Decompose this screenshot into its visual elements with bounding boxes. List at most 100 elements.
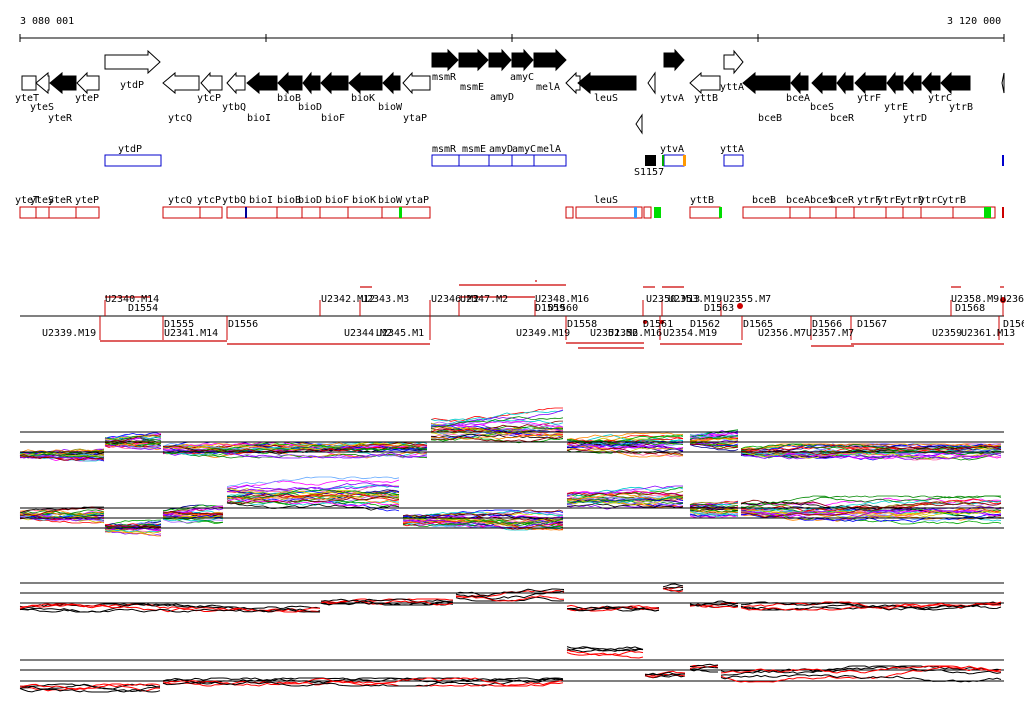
expression-trace [19, 488, 1002, 529]
gene-label: ytcQ [168, 113, 192, 124]
feature-box-yte[interactable] [19, 206, 100, 219]
gene-label: ytcP [197, 93, 221, 104]
shift-label: D1569 [1003, 319, 1024, 330]
gene-label: amyD [490, 92, 514, 103]
shift-label: U2352.M16 [608, 328, 662, 339]
shift-label: U2357.M7 [806, 328, 854, 339]
gene-arrow-bceA[interactable] [790, 71, 809, 95]
expression-trace [19, 648, 1002, 693]
feature-box-leuS-small[interactable] [643, 206, 652, 219]
terminator-yttB [719, 207, 722, 218]
shift-label: D1554 [128, 303, 158, 314]
gene-label: amyC [510, 72, 534, 83]
gene-label: bioK [351, 93, 375, 104]
gene-arrow-leuS-term[interactable] [635, 113, 643, 135]
gene-arrow-ytvA-rev[interactable] [647, 71, 656, 95]
feature-label: ytbQ [222, 195, 246, 206]
gene-label: bceR [830, 113, 855, 124]
terminator-bio [399, 207, 402, 218]
gene-arrow-bceR[interactable] [836, 71, 854, 95]
shift-label: U2360 [1000, 294, 1024, 305]
gene-arrow-bceS[interactable] [811, 71, 837, 95]
gene-label: ytrB [949, 102, 973, 113]
gene-label: msmR [432, 72, 457, 83]
feature-label: bceB [752, 195, 776, 206]
feature-box-bce[interactable] [742, 206, 996, 219]
gene-arrow-melA[interactable] [533, 48, 567, 72]
shift-track: U2340.M14 D1554 U2342.M12 U2343.M3 U2346… [20, 280, 1024, 349]
feature-box-leuS[interactable] [575, 206, 643, 219]
gene-label: ytrE [884, 102, 908, 113]
ruler-start-label: 3 080 001 [20, 16, 74, 27]
gene-arrow-bioD[interactable] [302, 71, 321, 95]
gene-arrow-amyC[interactable] [511, 48, 534, 72]
feature-box-ytvA[interactable] [663, 154, 685, 167]
gene-arrow-leuS-body[interactable] [577, 71, 637, 95]
expression-trace [19, 583, 1002, 613]
feature-tick-ytvA-start [662, 155, 664, 166]
shift-label: U2345.M1 [376, 328, 424, 339]
shift-label: U2353.M19 [668, 294, 722, 305]
gene-arrow-ytrF[interactable] [854, 71, 887, 95]
gene-arrow-bioW[interactable] [382, 71, 401, 95]
feature-label: ytcQ [168, 195, 192, 206]
feature-box-ytdP[interactable] [104, 154, 162, 167]
forward-gene-track [104, 48, 744, 75]
gene-arrow-bioF[interactable] [320, 71, 349, 95]
feature-box-bio[interactable] [226, 206, 431, 219]
shift-label: D1568 [955, 303, 985, 314]
feature-box-msm-operon[interactable] [431, 154, 567, 167]
gene-arrow-ytrB[interactable] [940, 71, 971, 95]
gene-arrow-edge[interactable] [1001, 72, 1005, 94]
shift-label: U2339.M19 [42, 328, 96, 339]
feature-box-yttB[interactable] [689, 206, 721, 219]
gene-arrow-ytcP[interactable] [200, 71, 223, 95]
gene-arrow-msmR[interactable] [431, 48, 459, 72]
feature-label: bioB [277, 195, 301, 206]
gene-arrow-yttB[interactable] [689, 71, 721, 95]
gene-arrow-ytrD[interactable] [903, 71, 922, 95]
gene-arrow-yteT[interactable] [21, 75, 37, 91]
gene-arrow-ytaP[interactable] [402, 71, 431, 95]
gene-arrow-bioI[interactable] [246, 71, 278, 95]
gene-arrow-yteP[interactable] [76, 71, 100, 95]
shift-label: U2356.M7 [758, 328, 806, 339]
shift-label: D1562 [690, 319, 720, 330]
gene-arrow-yttA[interactable] [723, 49, 744, 75]
gene-arrow-yteS[interactable] [35, 71, 50, 95]
gene-label: bioW [378, 102, 403, 113]
feature-box-ytc[interactable] [162, 206, 223, 219]
feature-label: leuS [594, 195, 618, 206]
feature-label: bioD [298, 195, 322, 206]
gene-arrow-yteR[interactable] [49, 71, 77, 95]
feature-tick-leuS [634, 207, 637, 218]
gene-arrow-msmE[interactable] [458, 48, 489, 72]
feature-label: bioW [378, 195, 403, 206]
gene-arrow-ytrE[interactable] [886, 71, 904, 95]
shift-label: U2344.M2 [344, 328, 392, 339]
gene-arrow-bioB[interactable] [277, 71, 303, 95]
feature-box-yttA[interactable] [723, 154, 744, 167]
shift-label: D1555 [164, 319, 194, 330]
terminator-bce [984, 207, 991, 218]
feature-box-S1157[interactable] [645, 155, 656, 166]
gene-arrow-ytdP[interactable] [104, 49, 161, 75]
expression-trace [19, 646, 1002, 693]
gene-arrow-amyD[interactable] [488, 48, 512, 72]
gene-arrow-ytbQ[interactable] [226, 71, 246, 95]
gene-arrow-ytvA[interactable] [663, 48, 685, 72]
gene-arrow-bioK[interactable] [348, 71, 383, 95]
gene-label: ytdP [120, 80, 144, 91]
feature-label: ytrF [857, 195, 881, 206]
shift-label: U2358.M9 [951, 294, 999, 305]
gene-arrow-ytcQ[interactable] [162, 71, 200, 95]
shift-label: D1561 [643, 319, 673, 330]
feature-label: yttA [720, 144, 744, 155]
feature-box-leuS-start[interactable] [565, 206, 574, 219]
gene-arrow-ytrC[interactable] [921, 71, 941, 95]
gene-labels: yteT yteS yteR yteP ytdP ytcQ ytcP ytbQ … [15, 72, 973, 124]
shift-labels-top: U2340.M14 D1554 U2342.M12 U2343.M3 U2346… [105, 294, 1024, 314]
expression-trace [19, 493, 1002, 537]
gene-arrow-bceB[interactable] [742, 71, 791, 95]
